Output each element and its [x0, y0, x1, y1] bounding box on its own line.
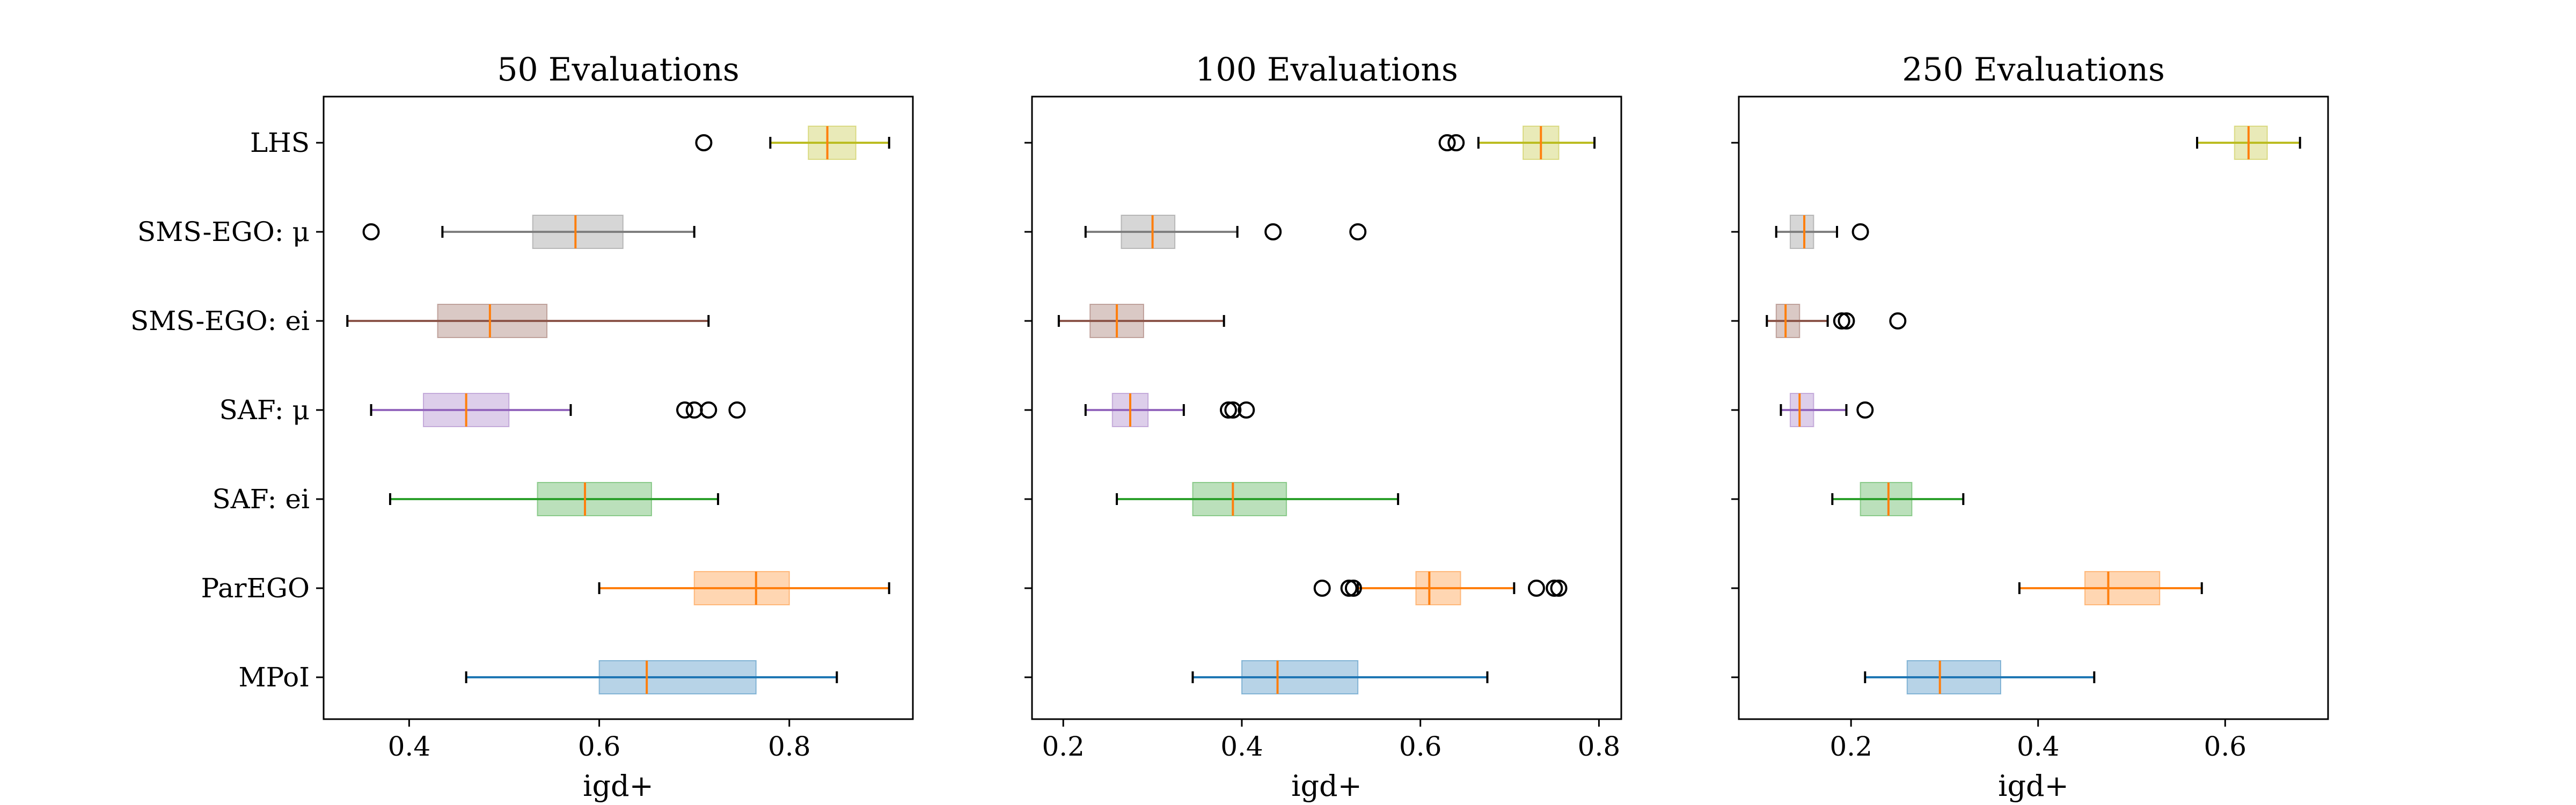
category-label: LHS	[250, 127, 310, 158]
box-sms-ego	[362, 215, 696, 249]
outlier-point	[1851, 223, 1869, 240]
outlier-point	[362, 223, 380, 240]
box-sms-ego-ei	[346, 304, 710, 338]
box-iqr	[537, 482, 652, 516]
x-tick-label: 0.4	[388, 731, 431, 762]
box-iqr	[1241, 660, 1359, 694]
box-iqr	[2234, 126, 2268, 160]
outlier-point	[1447, 134, 1465, 151]
box-parego	[1313, 571, 1568, 605]
box-sms-ego	[1775, 215, 1869, 249]
category-label: SMS-EGO: μ	[137, 216, 310, 247]
outlier-point	[1838, 312, 1855, 330]
box-iqr	[2084, 571, 2161, 605]
category-label: SMS-EGO: ei	[130, 305, 310, 336]
x-tick-label: 0.6	[1399, 731, 1442, 762]
box-iqr	[808, 126, 857, 160]
category-label: SAF: ei	[212, 484, 310, 515]
box-sms-ego-ei	[1057, 304, 1225, 338]
box-saf-ei	[1116, 482, 1400, 516]
outlier-point	[676, 401, 693, 419]
box-mpoi	[1864, 660, 2096, 694]
box-parego	[598, 571, 890, 605]
x-axis-label: igd+	[1998, 769, 2069, 803]
x-tick-label: 0.4	[2017, 731, 2060, 762]
box-iqr	[1121, 215, 1176, 249]
outlier-point	[1344, 580, 1362, 597]
box-sms-ego	[1084, 215, 1367, 249]
box-saf	[1780, 393, 1874, 427]
panel-title: 250 Evaluations	[1902, 51, 2165, 89]
box-iqr	[437, 304, 548, 338]
outlier-point	[728, 401, 746, 419]
box-iqr	[598, 660, 757, 694]
panel-2: 100 Evaluations 0.2 0.4 0.6 0.8 igd+	[1024, 51, 1622, 803]
box-saf	[370, 393, 746, 427]
box-iqr	[1906, 660, 2002, 694]
box-saf-ei	[1831, 482, 1965, 516]
box-parego	[2018, 571, 2203, 605]
outlier-point	[1438, 134, 1456, 151]
box-mpoi	[1191, 660, 1489, 694]
box-iqr	[1775, 304, 1801, 338]
outlier-point	[1546, 580, 1563, 597]
box-iqr	[1789, 393, 1814, 427]
panel-title: 50 Evaluations	[497, 51, 739, 89]
outlier-point	[1224, 401, 1242, 419]
outlier-point	[1527, 580, 1545, 597]
category-label: ParEGO	[201, 573, 310, 604]
box-iqr	[1192, 482, 1287, 516]
box-iqr	[532, 215, 624, 249]
outlier-point	[1313, 580, 1331, 597]
box-sms-ego-ei	[1766, 304, 1907, 338]
outlier-point	[1856, 401, 1874, 419]
box-lhs	[2196, 126, 2301, 160]
outlier-point	[1833, 312, 1850, 330]
box-iqr	[1860, 482, 1913, 516]
x-tick-label: 0.6	[2204, 731, 2247, 762]
x-tick-label: 0.6	[578, 731, 621, 762]
box-iqr	[1415, 571, 1461, 605]
box-saf	[1084, 393, 1255, 427]
x-tick-label: 0.2	[1042, 731, 1085, 762]
category-label: SAF: μ	[219, 394, 310, 426]
outlier-point	[700, 401, 718, 419]
x-tick-label: 0.8	[768, 731, 811, 762]
box-saf-ei	[389, 482, 719, 516]
outlier-point	[1349, 223, 1367, 240]
outlier-point	[685, 401, 703, 419]
plot-frame	[1031, 96, 1622, 720]
x-tick-label: 0.2	[1829, 731, 1872, 762]
plot-frame	[1738, 96, 2329, 720]
outlier-point	[1264, 223, 1282, 240]
panel-title: 100 Evaluations	[1195, 51, 1458, 89]
plot-frame	[323, 96, 914, 720]
panel-3: 250 Evaluations 0.2 0.4 0.6 igd+	[1731, 51, 2329, 803]
box-lhs	[695, 126, 890, 160]
outlier-point	[1220, 401, 1237, 419]
x-axis-label: igd+	[1291, 769, 1362, 803]
outlier-point	[1889, 312, 1907, 330]
x-tick-label: 0.4	[1220, 731, 1263, 762]
panel-1: 50 Evaluations 0.4 0.6 0.8 igd+ MPoI ParEGO SAF…	[130, 51, 914, 803]
outlier-point	[695, 134, 713, 151]
box-mpoi	[465, 660, 838, 694]
box-iqr	[693, 571, 790, 605]
category-label: MPoI	[238, 662, 310, 693]
x-axis-label: igd+	[583, 769, 654, 803]
box-iqr	[1789, 215, 1814, 249]
box-lhs	[1438, 126, 1596, 160]
x-tick-label: 0.8	[1578, 731, 1621, 762]
outlier-point	[1340, 580, 1358, 597]
outlier-point	[1238, 401, 1255, 419]
outlier-point	[1550, 580, 1568, 597]
